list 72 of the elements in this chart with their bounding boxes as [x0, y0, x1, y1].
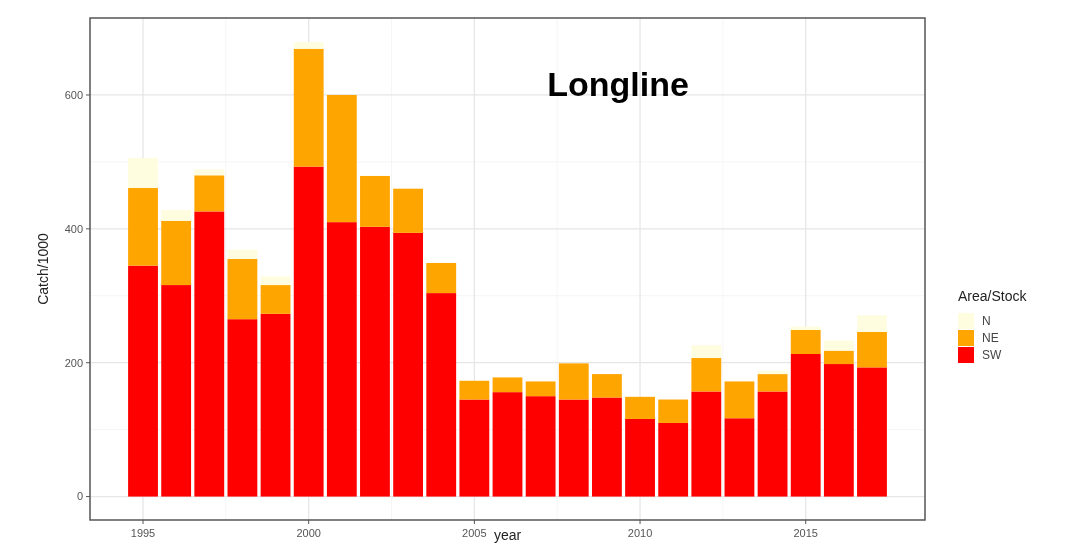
x-tick-label: 2015 [793, 527, 818, 539]
bar [326, 222, 357, 497]
bar [625, 418, 655, 497]
bar [426, 293, 457, 497]
bar [360, 226, 390, 497]
bar [161, 220, 192, 286]
x-tick-label: 1995 [130, 527, 156, 539]
bar [857, 367, 887, 497]
bar [823, 364, 854, 497]
bar [724, 381, 755, 419]
bar [823, 340, 854, 351]
bar [393, 232, 424, 497]
bar [293, 42, 324, 49]
bar [591, 374, 622, 398]
bar [128, 188, 158, 266]
bar [227, 249, 258, 259]
y-tick-label: 200 [64, 356, 83, 369]
bar [293, 48, 324, 167]
legend-label: N [982, 314, 991, 329]
x-tick-label: 2010 [627, 527, 653, 539]
legend-label: NE [982, 331, 999, 346]
bar [459, 380, 490, 400]
x-axis-title: year [493, 527, 522, 543]
bar [757, 374, 788, 392]
bar [128, 265, 158, 497]
y-axis-title: Catch/1000 [35, 232, 51, 305]
bar [360, 175, 390, 227]
bar [161, 285, 192, 497]
y-tick-label: 400 [64, 222, 83, 235]
bar [525, 396, 556, 497]
bar [558, 363, 589, 400]
bar [227, 319, 258, 497]
x-tick-label: 2005 [462, 527, 487, 539]
bar [857, 331, 887, 368]
bar [293, 166, 324, 497]
y-tick-label: 600 [64, 88, 83, 101]
bar [525, 381, 556, 397]
bar [658, 399, 689, 423]
bar [194, 169, 225, 176]
bar [691, 391, 722, 497]
bar [426, 262, 457, 294]
bar [658, 422, 689, 497]
bar [128, 157, 158, 189]
bar [558, 399, 589, 497]
bar [591, 397, 622, 497]
bar [459, 399, 490, 497]
bar [326, 94, 357, 223]
bar [625, 396, 655, 419]
bar [790, 329, 821, 355]
bar [161, 210, 192, 221]
bar [492, 392, 523, 497]
bar [790, 326, 821, 330]
bar [260, 285, 291, 314]
bar [260, 313, 291, 497]
bar [691, 345, 722, 359]
y-tick-label: 0 [76, 490, 83, 503]
legend-label: SW [982, 348, 1002, 363]
text: Longline [547, 65, 689, 103]
bar [790, 354, 821, 497]
legend-title: Area/Stock [958, 288, 1028, 304]
bar [724, 418, 755, 497]
bar [492, 377, 523, 393]
bar [194, 175, 225, 212]
bar [227, 258, 258, 320]
bar [194, 211, 225, 497]
bar [823, 350, 854, 365]
bar [757, 391, 788, 497]
bar [393, 188, 424, 233]
bar [260, 276, 291, 286]
bar [857, 315, 887, 332]
bar [691, 358, 722, 392]
x-tick-label: 2000 [296, 527, 321, 539]
